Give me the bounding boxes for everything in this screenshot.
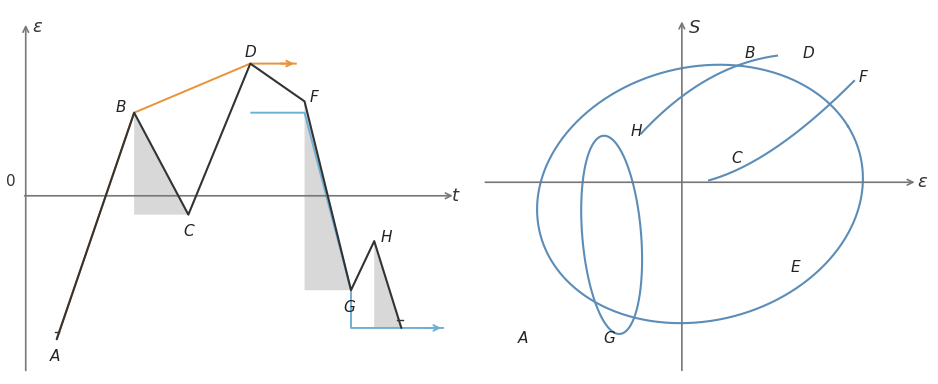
Text: F: F xyxy=(310,90,319,105)
Text: t: t xyxy=(452,187,459,205)
Text: F: F xyxy=(858,70,868,84)
Text: B: B xyxy=(115,99,126,114)
Text: D: D xyxy=(803,46,814,61)
Text: G: G xyxy=(343,300,355,314)
Polygon shape xyxy=(134,113,189,215)
Polygon shape xyxy=(374,241,401,328)
Text: 0: 0 xyxy=(7,174,16,189)
Text: H: H xyxy=(380,230,391,245)
Text: ε: ε xyxy=(917,173,928,191)
Text: D: D xyxy=(245,45,256,60)
Text: ε: ε xyxy=(33,18,42,36)
Text: E: E xyxy=(791,260,800,275)
Polygon shape xyxy=(305,101,351,290)
Text: C: C xyxy=(731,151,742,166)
Text: C: C xyxy=(183,224,193,239)
Text: A: A xyxy=(518,331,528,346)
Text: G: G xyxy=(603,331,615,346)
Text: H: H xyxy=(631,124,643,139)
Text: S: S xyxy=(688,19,700,36)
Text: B: B xyxy=(745,46,755,61)
Text: A: A xyxy=(50,349,60,364)
